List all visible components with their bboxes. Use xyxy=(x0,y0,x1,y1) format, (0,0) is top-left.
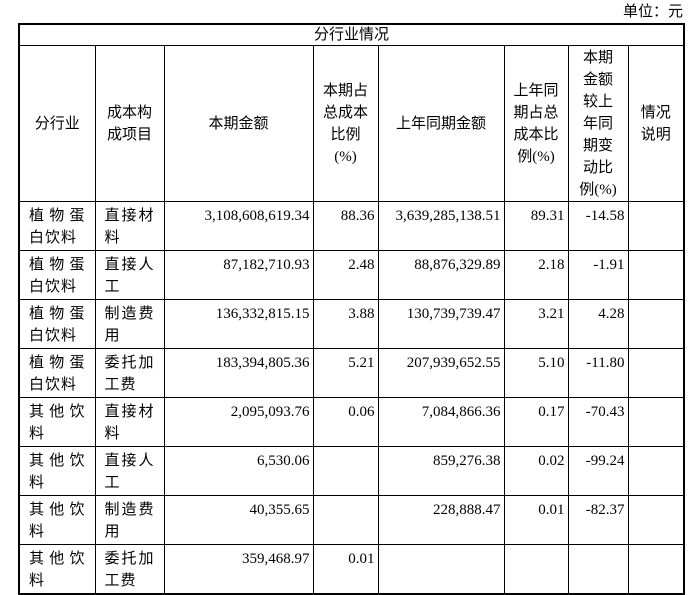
change-pct-cell: -70.43 xyxy=(567,397,629,447)
prior-amount-cell: 228,888.47 xyxy=(377,495,505,545)
note-cell xyxy=(627,250,685,300)
current-pct-cell: 2.48 xyxy=(312,250,379,300)
change-pct-cell: -82.37 xyxy=(567,495,629,545)
column-header-note: 情况说明 xyxy=(627,45,685,202)
current-amount-cell: 87,182,710.93 xyxy=(163,250,314,300)
current-pct-cell xyxy=(312,495,379,545)
change-pct-cell: -14.58 xyxy=(567,201,629,251)
prior-pct-cell: 0.01 xyxy=(503,495,569,545)
note-cell xyxy=(627,348,685,398)
table-row: 植物蛋白饮料 委托加工费 183,394,805.36 5.21 207,939,652… xyxy=(18,348,685,398)
prior-amount-cell: 130,739,739.47 xyxy=(377,299,505,349)
current-pct-cell: 5.21 xyxy=(312,348,379,398)
table-row: 植物蛋白饮料 制造费用 136,332,815.15 3.88 130,739,739.… xyxy=(18,299,685,349)
change-pct-cell: -99.24 xyxy=(567,446,629,496)
table-row: 植物蛋白饮料 直接人工 87,182,710.93 2.48 88,876,329.89… xyxy=(18,250,685,300)
prior-pct-cell: 5.10 xyxy=(503,348,569,398)
column-header-prior-amount: 上年同期金额 xyxy=(377,45,505,202)
industry-cell: 其他饮料 xyxy=(18,544,96,595)
industry-cell: 其他饮料 xyxy=(18,397,96,447)
current-amount-cell: 2,095,093.76 xyxy=(163,397,314,447)
current-pct-cell: 88.36 xyxy=(312,201,379,251)
cost-item-cell: 制造费用 xyxy=(94,495,165,545)
prior-pct-cell: 2.18 xyxy=(503,250,569,300)
column-header-current-amount: 本期金额 xyxy=(163,45,314,202)
cost-item-cell: 委托加工费 xyxy=(94,544,165,595)
current-pct-cell: 0.06 xyxy=(312,397,379,447)
prior-pct-cell xyxy=(503,544,569,595)
prior-amount-cell: 207,939,652.55 xyxy=(377,348,505,398)
cost-item-cell: 制造费用 xyxy=(94,299,165,349)
prior-amount-cell: 3,639,285,138.51 xyxy=(377,201,505,251)
prior-pct-cell: 0.02 xyxy=(503,446,569,496)
current-amount-cell: 359,468.97 xyxy=(163,544,314,595)
current-amount-cell: 6,530.06 xyxy=(163,446,314,496)
note-cell xyxy=(627,544,685,595)
note-cell xyxy=(627,446,685,496)
note-cell xyxy=(627,299,685,349)
change-pct-cell: -11.80 xyxy=(567,348,629,398)
industry-cell: 植物蛋白饮料 xyxy=(18,348,96,398)
table-row: 其他饮料 直接材料 2,095,093.76 0.06 7,084,866.36 0.17… xyxy=(18,397,685,447)
current-amount-cell: 3,108,608,619.34 xyxy=(163,201,314,251)
column-header-industry: 分行业 xyxy=(18,45,96,202)
industry-cell: 植物蛋白饮料 xyxy=(18,250,96,300)
column-header-change-pct: 本期金额较上年同期变动比例(%) xyxy=(567,45,629,202)
change-pct-cell xyxy=(567,544,629,595)
table-title: 分行业情况 xyxy=(18,23,685,46)
header-row: 分行业 成本构成项目 本期金额 本期占总成本比例(%) 上年同期金额 上年同期占总成本比例… xyxy=(18,45,685,202)
note-cell xyxy=(627,397,685,447)
table-title-row: 分行业情况 xyxy=(18,23,685,46)
industry-cell: 其他饮料 xyxy=(18,446,96,496)
current-pct-cell: 0.01 xyxy=(312,544,379,595)
note-cell xyxy=(627,495,685,545)
table-row: 其他饮料 委托加工费 359,468.97 0.01 xyxy=(18,544,685,595)
cost-item-cell: 直接人工 xyxy=(94,446,165,496)
column-header-prior-pct: 上年同期占总成本比例(%) xyxy=(503,45,569,202)
industry-cell: 植物蛋白饮料 xyxy=(18,299,96,349)
cost-item-cell: 直接材料 xyxy=(94,201,165,251)
unit-label: 单位：元 xyxy=(622,4,683,20)
prior-amount-cell xyxy=(377,544,505,595)
column-header-cost-item: 成本构成项目 xyxy=(94,45,165,202)
table-row: 植物蛋白饮料 直接材料 3,108,608,619.34 88.36 3,639,285… xyxy=(18,201,685,251)
industry-cost-table: 分行业情况 分行业 成本构成项目 本期金额 本期占总成本比例(%) 上年同期金额 上年同期… xyxy=(18,23,686,595)
change-pct-cell: -1.91 xyxy=(567,250,629,300)
column-header-current-pct: 本期占总成本比例(%) xyxy=(312,45,379,202)
cost-item-cell: 直接材料 xyxy=(94,397,165,447)
current-pct-cell: 3.88 xyxy=(312,299,379,349)
note-cell xyxy=(627,201,685,251)
cost-item-cell: 直接人工 xyxy=(94,250,165,300)
table-body: 植物蛋白饮料 直接材料 3,108,608,619.34 88.36 3,639,285… xyxy=(18,201,685,595)
industry-cell: 其他饮料 xyxy=(18,495,96,545)
current-pct-cell xyxy=(312,446,379,496)
change-pct-cell: 4.28 xyxy=(567,299,629,349)
current-amount-cell: 136,332,815.15 xyxy=(163,299,314,349)
cost-item-cell: 委托加工费 xyxy=(94,348,165,398)
prior-pct-cell: 0.17 xyxy=(503,397,569,447)
current-amount-cell: 183,394,805.36 xyxy=(163,348,314,398)
industry-cell: 植物蛋白饮料 xyxy=(18,201,96,251)
prior-pct-cell: 3.21 xyxy=(503,299,569,349)
table-row: 其他饮料 制造费用 40,355.65 228,888.47 0.01 -82.37 xyxy=(18,495,685,545)
prior-amount-cell: 88,876,329.89 xyxy=(377,250,505,300)
prior-pct-cell: 89.31 xyxy=(503,201,569,251)
current-amount-cell: 40,355.65 xyxy=(163,495,314,545)
prior-amount-cell: 7,084,866.36 xyxy=(377,397,505,447)
table-row: 其他饮料 直接人工 6,530.06 859,276.38 0.02 -99.24 xyxy=(18,446,685,496)
prior-amount-cell: 859,276.38 xyxy=(377,446,505,496)
